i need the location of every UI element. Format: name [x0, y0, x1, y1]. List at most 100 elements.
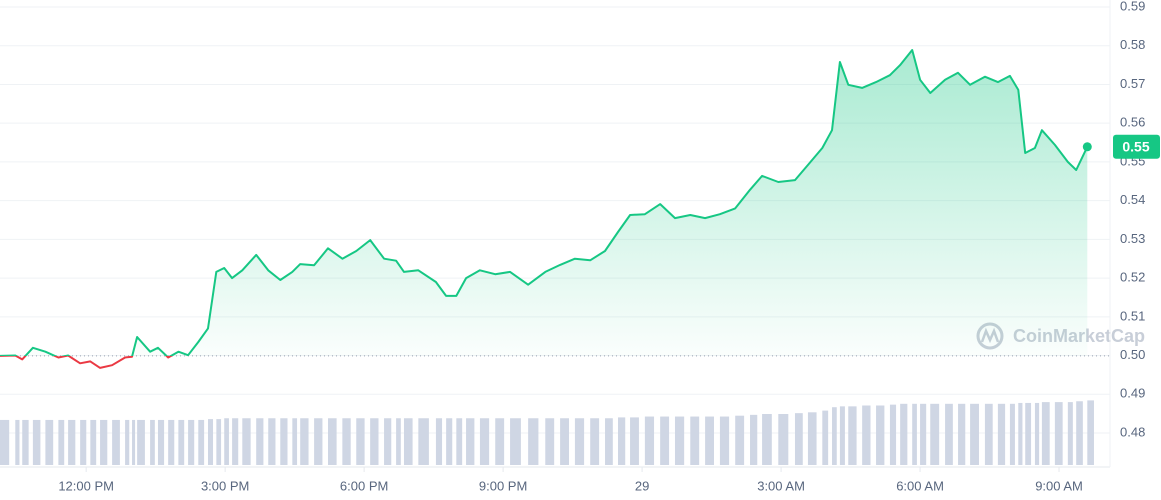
volume-bar	[605, 418, 613, 465]
volume-bar	[528, 418, 539, 465]
volume-bar	[930, 403, 940, 465]
volume-bar	[1009, 403, 1015, 465]
volume-bar	[327, 418, 337, 465]
y-tick-label: 0.53	[1120, 231, 1145, 246]
volume-bar	[876, 405, 885, 465]
y-tick-label: 0.52	[1120, 270, 1145, 285]
volume-bar	[168, 419, 175, 465]
volume-bar	[68, 419, 76, 465]
volume-bar	[1018, 402, 1023, 465]
price-badge	[1113, 134, 1160, 159]
volume-bar	[137, 419, 145, 465]
volume-bar	[256, 418, 264, 465]
volume-bar	[735, 415, 745, 465]
volume-bar	[300, 418, 309, 465]
volume-bar	[618, 417, 626, 465]
volume-bar	[314, 418, 323, 465]
volume-bar	[510, 418, 521, 465]
volume-bar	[1025, 402, 1032, 465]
volume-bar	[479, 418, 490, 465]
volume-bar	[268, 418, 276, 465]
y-tick-label: 0.49	[1120, 386, 1145, 401]
volume-bar	[750, 414, 758, 465]
y-tick-label: 0.59	[1120, 0, 1145, 13]
price-line	[0, 49, 1089, 369]
volume-bar	[590, 418, 600, 465]
volume-bar	[719, 416, 730, 465]
volume-bar	[356, 418, 365, 465]
volume-bar	[112, 419, 120, 465]
volume-bar	[794, 413, 803, 465]
volume-bar	[690, 416, 700, 465]
volume-bar	[495, 418, 505, 465]
volume-bar	[674, 416, 685, 465]
volume-bar	[862, 405, 871, 465]
volume-bar	[560, 418, 569, 465]
volume-bar	[132, 419, 136, 465]
volume-bar	[466, 418, 475, 465]
volume-bar	[848, 406, 857, 465]
volume-bar	[15, 419, 20, 465]
volume-bar	[232, 418, 239, 465]
y-tick-label: 0.56	[1120, 115, 1145, 130]
price-area	[0, 50, 1088, 356]
volume-bar	[644, 416, 655, 465]
volume-bar	[224, 418, 229, 465]
volume-bar	[1067, 402, 1073, 465]
volume-bar	[958, 403, 966, 465]
volume-bar	[456, 418, 463, 465]
volume-bar	[762, 414, 772, 465]
volume-bar	[446, 418, 453, 465]
x-tick-label: 3:00 PM	[201, 478, 249, 493]
price-badge-label: 0.55	[1122, 139, 1149, 155]
volume-bar	[208, 419, 214, 465]
y-tick-label: 0.50	[1120, 347, 1145, 362]
volume-bar	[545, 418, 555, 465]
x-tick-label: 3:00 AM	[757, 478, 805, 493]
volume-bar	[778, 414, 789, 465]
volume-bar	[889, 404, 897, 465]
volume-bar	[90, 419, 97, 465]
volume-bar	[660, 416, 670, 465]
volume-bar	[80, 419, 87, 465]
volume-bar	[242, 418, 251, 465]
volume-bar	[280, 418, 288, 465]
y-tick-label: 0.48	[1120, 424, 1145, 439]
volume-bar	[403, 418, 413, 465]
volume-bar	[396, 418, 401, 465]
volume-bar	[370, 418, 379, 465]
x-tick-label: 9:00 PM	[479, 478, 527, 493]
volume-bar	[832, 407, 837, 465]
last-price-dot	[1082, 142, 1092, 152]
volume-bar	[630, 417, 639, 465]
volume-bar	[100, 419, 108, 465]
volume-bar	[945, 403, 953, 465]
volume-bar	[984, 403, 993, 465]
volume-bar	[1076, 401, 1083, 465]
volume-bar	[45, 419, 54, 465]
x-tick-label: 6:00 AM	[896, 478, 944, 493]
volume-bar	[292, 418, 298, 465]
y-tick-label: 0.51	[1120, 308, 1145, 323]
volume-bar	[22, 419, 29, 465]
y-tick-label: 0.54	[1120, 192, 1145, 207]
x-tick-label: 29	[635, 478, 649, 493]
volume-bar	[188, 419, 195, 465]
volume-bar	[900, 403, 908, 465]
volume-bar	[1034, 402, 1040, 465]
x-tick-label: 9:00 AM	[1035, 478, 1083, 493]
volume-bar	[198, 419, 205, 465]
y-tick-label: 0.58	[1120, 37, 1145, 52]
volume-bar	[574, 418, 585, 465]
volume-bar	[435, 418, 443, 465]
volume-bar	[150, 419, 155, 465]
volume-bar	[997, 403, 1006, 465]
y-tick-label: 0.57	[1120, 76, 1145, 91]
volume-bar	[384, 418, 392, 465]
volume-bar	[1041, 402, 1050, 465]
volume-bar	[32, 419, 41, 465]
volume-bar	[839, 406, 845, 465]
volume-bar	[342, 418, 351, 465]
